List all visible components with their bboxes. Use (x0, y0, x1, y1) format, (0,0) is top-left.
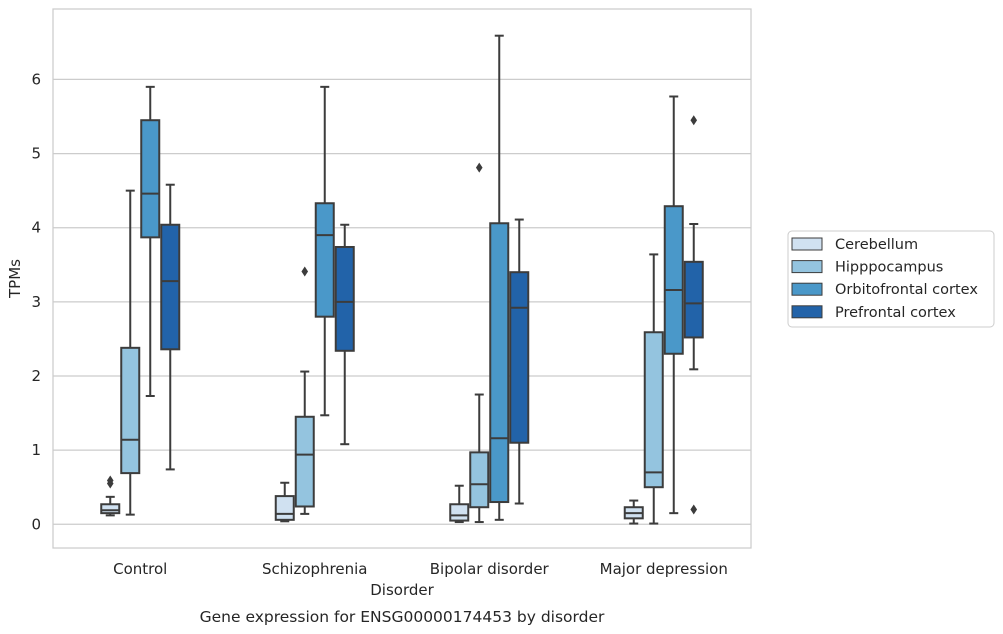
legend-frame (787, 230, 995, 328)
y-tick-label: 5 (31, 145, 41, 163)
legend-swatch (791, 237, 823, 251)
box-iqr (274, 495, 295, 521)
box (643, 253, 664, 525)
box-iqr (334, 245, 355, 352)
box-iqr (140, 119, 161, 239)
box (334, 223, 355, 446)
y-tick-label: 1 (31, 441, 41, 459)
outlier-point (301, 266, 309, 277)
x-axis-label: Disorder (370, 581, 434, 599)
series-prefrontal-cortex (160, 115, 704, 515)
legend-swatch (791, 260, 823, 274)
box (509, 218, 530, 505)
box (120, 189, 141, 516)
legend-item: Prefrontal cortex (791, 305, 956, 321)
outlier-point (690, 504, 698, 515)
box-iqr (120, 346, 141, 475)
box (274, 481, 295, 523)
x-axis-ticks: Control Schizophrenia Bipolar disorder Majo… (113, 560, 728, 578)
y-axis-label: TPMs (6, 259, 24, 299)
box (294, 266, 315, 515)
box (663, 95, 684, 515)
series-orbitofrontal-cortex (140, 34, 684, 521)
box-iqr (469, 451, 490, 509)
y-tick-label: 4 (31, 219, 41, 237)
chart-caption: Gene expression for ENSG00000174453 by d… (200, 608, 605, 626)
box (160, 183, 181, 471)
outlier-point (690, 115, 698, 126)
series-cerebellum (100, 475, 644, 525)
y-tick-label: 3 (31, 293, 41, 311)
legend-label: Cerebellum (835, 237, 918, 253)
x-tick-label: Schizophrenia (262, 560, 367, 578)
x-tick-label: Bipolar disorder (430, 560, 550, 578)
y-tick-label: 2 (31, 367, 41, 385)
legend-item: Hipppocampus (791, 260, 943, 276)
series-hipppocampus (120, 162, 664, 525)
legend-swatch (791, 305, 823, 319)
box-iqr (683, 260, 704, 339)
box-iqr (100, 503, 121, 515)
x-tick-label: Major depression (600, 560, 728, 578)
plot-frame (52, 8, 752, 549)
legend-label: Orbitofrontal cortex (835, 282, 978, 298)
legend-label: Hipppocampus (835, 260, 943, 276)
y-axis-ticks: 0 1 2 3 4 5 6 (31, 70, 41, 533)
box-iqr (160, 223, 181, 351)
box-iqr (489, 222, 510, 504)
box-iqr (314, 202, 335, 318)
y-tick-label: 0 (31, 515, 41, 533)
outlier-point (106, 475, 114, 486)
box (314, 85, 335, 417)
box-iqr (509, 271, 530, 444)
box (469, 162, 490, 524)
box (140, 85, 161, 398)
outlier-point (475, 162, 483, 173)
box (683, 115, 704, 515)
box (449, 484, 470, 524)
legend-label: Prefrontal cortex (835, 305, 956, 321)
x-tick-label: Control (113, 560, 167, 578)
box (100, 475, 121, 517)
box-iqr (449, 503, 470, 522)
box (489, 34, 510, 521)
legend-item: Cerebellum (791, 237, 918, 253)
box-iqr (294, 415, 315, 508)
box (623, 499, 644, 525)
legend-item: Orbitofrontal cortex (791, 282, 978, 298)
box-iqr (663, 205, 684, 355)
legend-swatch (791, 282, 823, 296)
box-iqr (643, 331, 664, 489)
y-tick-label: 6 (31, 70, 41, 88)
box-plot-series (100, 34, 704, 525)
legend: Cerebellum Hipppocampus Orbitofrontal cort… (787, 230, 995, 328)
